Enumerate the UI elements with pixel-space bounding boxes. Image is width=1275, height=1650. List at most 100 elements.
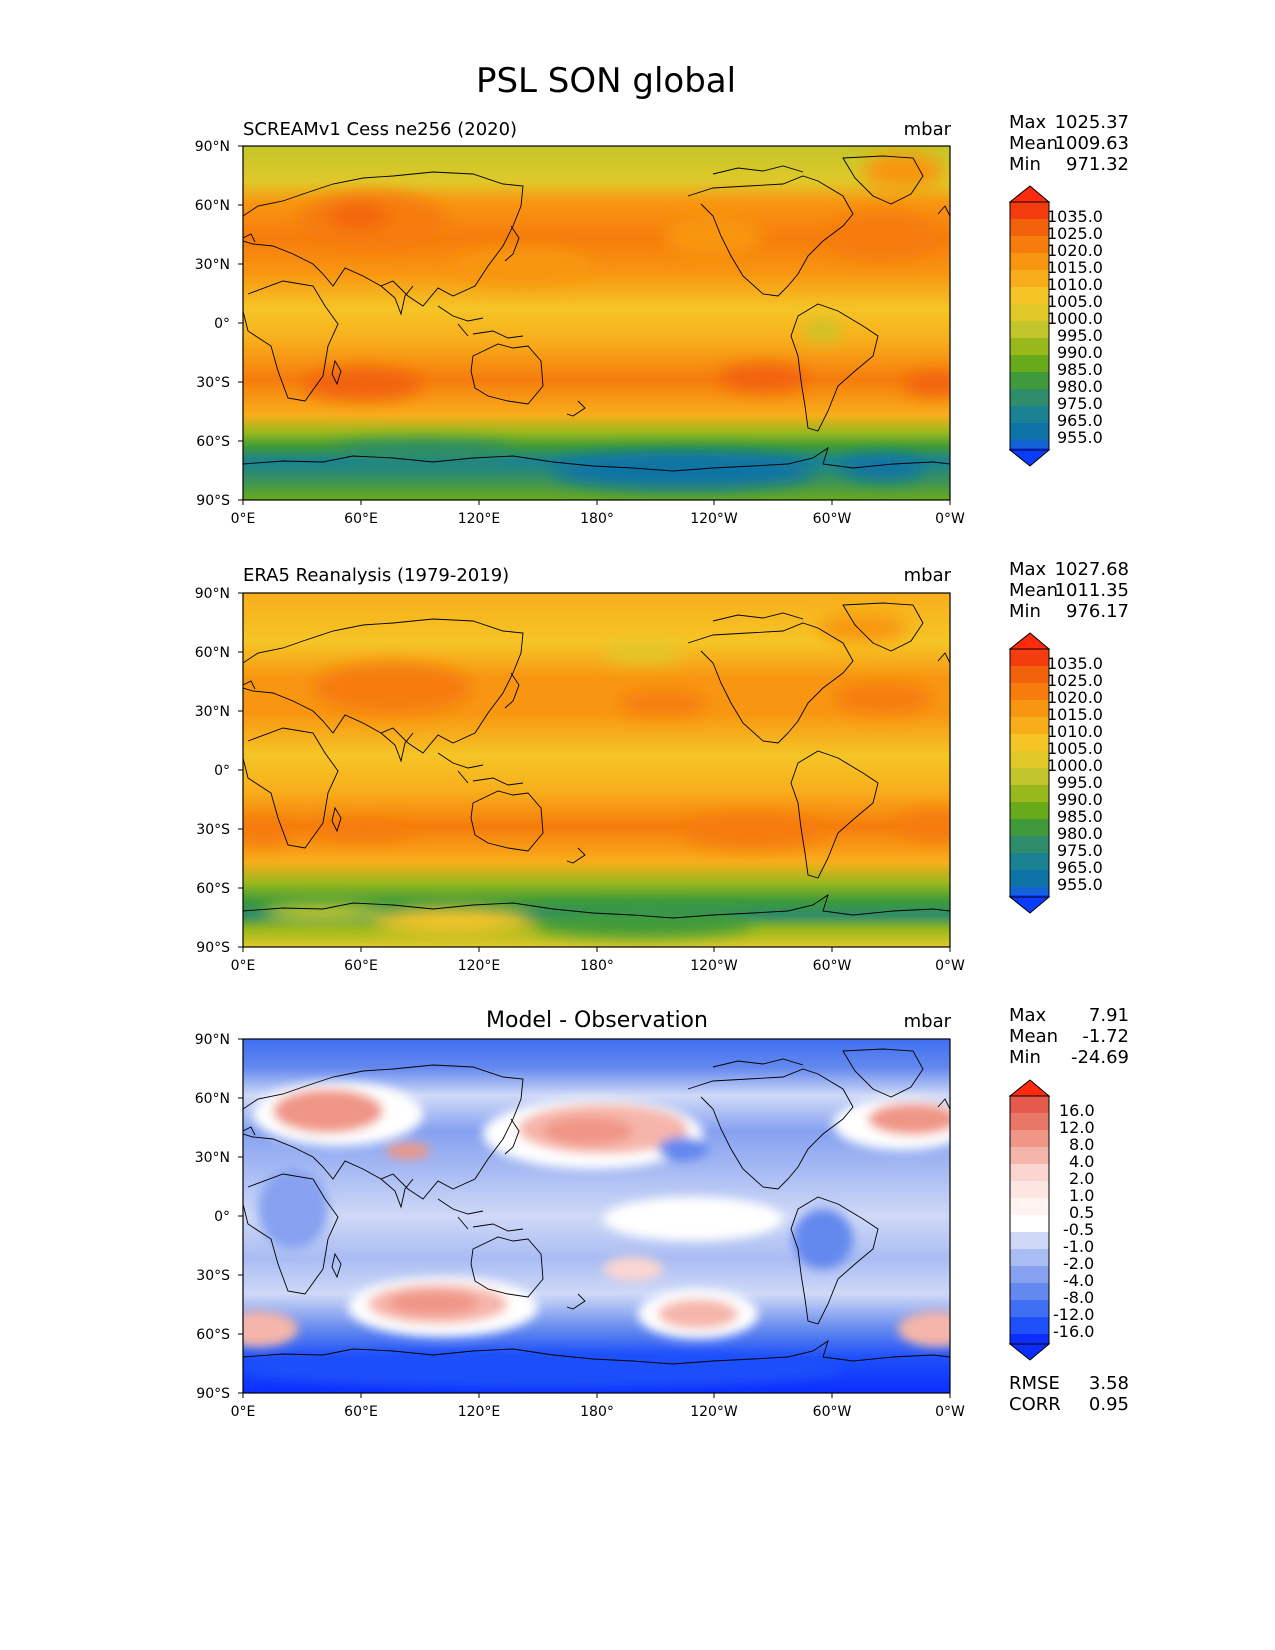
colorbar-label: 1025.0 [1047,224,1103,243]
colorbar-label: 985.0 [1057,807,1103,826]
stat-mean-value: -1.72 [1082,1026,1129,1047]
y-tick-label: 90°N [195,1032,230,1048]
colorbar-bin [1010,338,1049,355]
colorbar-label: 8.0 [1069,1135,1094,1154]
y-tick-label: 60°N [195,198,230,214]
colorbar-bin [1010,287,1049,304]
colorbar-extend-bottom [1008,449,1051,467]
colorbar-label: 980.0 [1057,824,1103,843]
colorbar-bin [1010,1096,1049,1113]
colorbar-bin [1010,440,1049,448]
y-tick-label: 90°S [196,493,230,509]
x-tick-label: 60°W [813,958,852,974]
colorbar-label: 1.0 [1069,1186,1094,1205]
units-label: mbar [904,1011,952,1032]
x-tick-label: 180° [580,1404,614,1420]
map-plot-obs [242,592,951,948]
y-tick-label: 30°S [196,375,230,391]
y-tick-label: 30°S [196,822,230,838]
colorbar-label: 0.5 [1069,1203,1094,1222]
colorbar-label: 1015.0 [1047,258,1103,277]
colorbar-label: 1025.0 [1047,671,1103,690]
colorbar-bin [1010,1198,1049,1215]
x-tick-label: 120°W [690,1404,738,1420]
colorbar-bin [1010,853,1049,870]
x-tick-label: 120°W [690,511,738,527]
x-tick-label: 180° [580,958,614,974]
colorbar-bin [1010,253,1049,270]
colorbar-label: 975.0 [1057,394,1103,413]
figure-title: PSL SON global [476,61,736,101]
colorbar-bin [1010,802,1049,819]
colorbar-label: -16.0 [1053,1322,1094,1341]
x-axis-model: 0°E 60°E 120°E 180° 120°W 60°W 0°W [231,500,965,527]
stat-min-label: Min [1009,154,1041,175]
y-tick-label: 60°N [195,645,230,661]
colorbar-bin [1010,870,1049,887]
stat-mean-value: 1011.35 [1055,580,1129,601]
colorbar-bin [1010,1317,1049,1334]
x-tick-label: 120°W [690,958,738,974]
x-tick-label: 60°E [344,958,378,974]
y-tick-label: 30°N [195,257,230,273]
colorbar-bin [1010,1232,1049,1249]
stat-mean-label: Mean [1009,133,1058,154]
colorbar-label: 975.0 [1057,841,1103,860]
colorbar-label: 1020.0 [1047,241,1103,260]
colorbar-label: 1020.0 [1047,688,1103,707]
y-tick-label: 30°N [195,1150,230,1166]
x-tick-label: 60°W [813,511,852,527]
colorbar-label: 965.0 [1057,858,1103,877]
colorbar-bin [1010,1249,1049,1266]
colorbar-label: -0.5 [1063,1220,1094,1239]
stats-obs: Max 1027.68 Mean 1011.35 Min 976.17 [1009,559,1129,622]
colorbar-bin [1010,321,1049,338]
y-tick-label: 0° [214,763,230,779]
colorbar-bin [1010,836,1049,853]
panel-title: ERA5 Reanalysis (1979-2019) [243,565,509,586]
x-tick-label: 0°E [231,511,256,527]
colorbar-bin [1010,887,1049,895]
x-tick-label: 60°W [813,1404,852,1420]
colorbar-label: 965.0 [1057,411,1103,430]
colorbar-label: -2.0 [1063,1254,1094,1273]
colorbar-bin [1010,1215,1049,1232]
colorbar-model: 1035.0 1025.0 1020.0 1015.0 1010.0 1005.… [1008,185,1103,467]
colorbar-bin [1010,270,1049,287]
y-tick-label: 0° [214,316,230,332]
colorbar-label: 985.0 [1057,360,1103,379]
colorbar-label: 12.0 [1059,1118,1095,1137]
units-label: mbar [904,119,952,140]
y-tick-label: 60°S [196,881,230,897]
colorbar-extend-top [1008,185,1051,203]
stats-model: Max 1025.37 Mean 1009.63 Min 971.32 [1009,112,1129,175]
colorbar-label: 990.0 [1057,343,1103,362]
x-tick-label: 180° [580,511,614,527]
colorbar-extend-bottom [1008,1343,1051,1361]
colorbar-bin [1010,423,1049,440]
stats-diff: Max 7.91 Mean -1.72 Min -24.69 RMSE 3.58… [1009,1005,1129,1415]
y-axis-model: 90°N 60°N 30°N 0° 30°S 60°S 90°S [195,139,243,509]
stat-max-value: 1025.37 [1055,112,1129,133]
stat-max-label: Max [1009,559,1047,580]
y-tick-label: 60°N [195,1091,230,1107]
stat-min-value: -24.69 [1071,1047,1129,1068]
x-tick-label: 0°W [935,1404,965,1420]
colorbar-bin [1010,219,1049,236]
x-tick-label: 0°E [231,958,256,974]
y-tick-label: 90°S [196,940,230,956]
y-tick-label: 90°N [195,139,230,155]
colorbar-bin [1010,649,1049,666]
colorbar-bin [1010,700,1049,717]
panel-obs: ERA5 Reanalysis (1979-2019) mbar [195,559,1129,974]
x-tick-label: 0°E [231,1404,256,1420]
colorbar-bin [1010,389,1049,406]
colorbar-bin [1010,751,1049,768]
colorbar-label: 1005.0 [1047,739,1103,758]
x-tick-label: 0°W [935,511,965,527]
colorbar-label: 1035.0 [1047,654,1103,673]
colorbar-label: 995.0 [1057,773,1103,792]
colorbar-bin [1010,768,1049,785]
panel-title: Model - Observation [486,1008,708,1033]
colorbar-label: 16.0 [1059,1101,1095,1120]
